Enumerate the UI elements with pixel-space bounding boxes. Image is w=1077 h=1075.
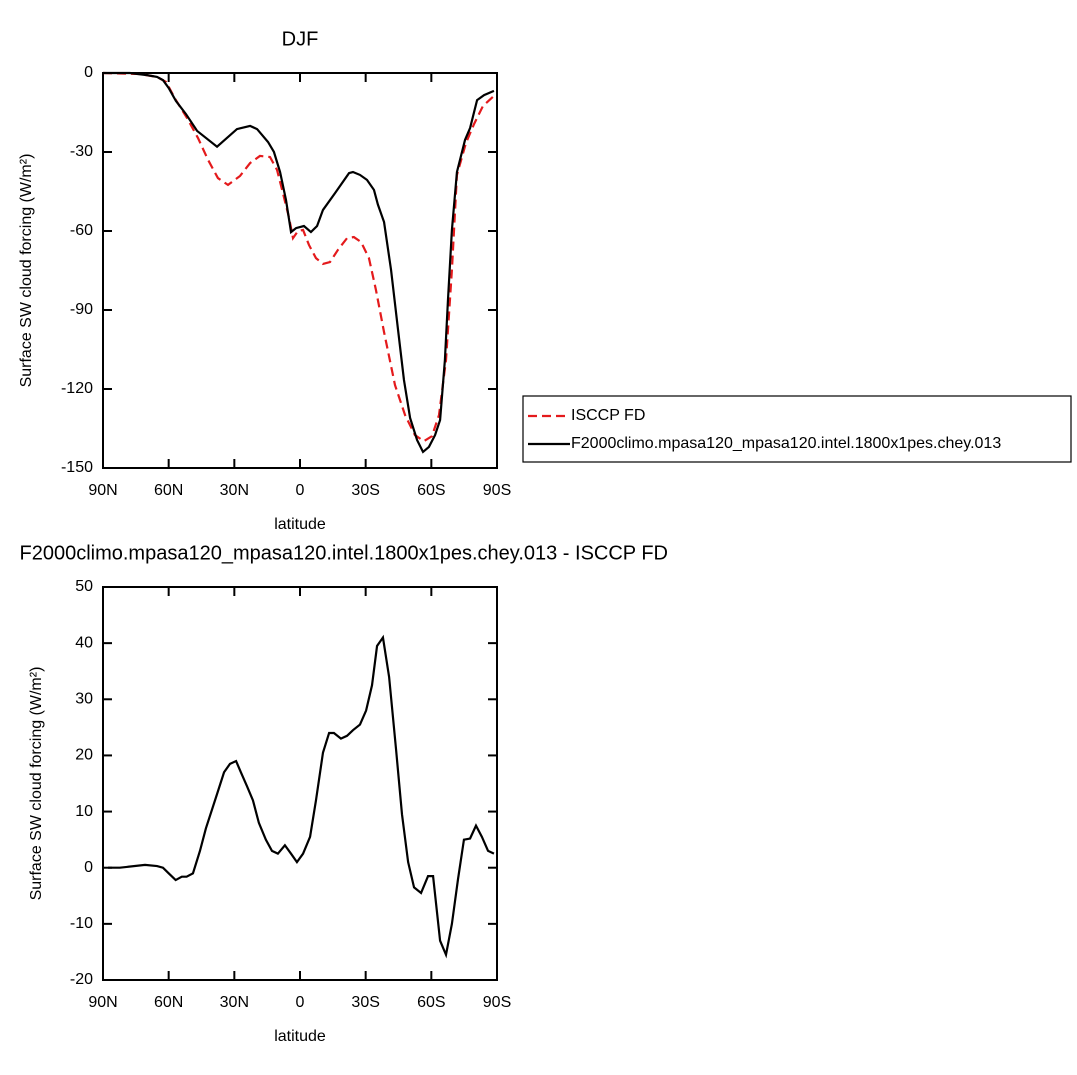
chart-title: DJF [282,28,319,50]
x-tick-label: 60S [417,994,445,1011]
x-tick-label: 90N [88,994,117,1011]
y-axis-label: Surface SW cloud forcing (W/m²) [18,154,35,388]
x-tick-label: 30N [220,482,249,499]
y-tick-label: -90 [70,301,93,318]
y-tick-label: -60 [70,222,93,239]
y-tick-label: -150 [61,459,93,476]
x-tick-label: 60N [154,994,183,1011]
y-tick-label: 0 [84,64,93,81]
y-tick-label: 50 [75,578,93,595]
chart-title: F2000climo.mpasa120_mpasa120.intel.1800x… [19,542,668,564]
x-tick-label: 30N [220,994,249,1011]
x-tick-label: 0 [296,482,305,499]
y-tick-label: -120 [61,380,93,397]
x-tick-label: 30S [351,482,379,499]
legend-box [522,395,1072,463]
data-line [103,71,495,454]
y-tick-label: -30 [70,143,93,160]
x-tick-label: 0 [296,994,305,1011]
x-axis-label: latitude [274,1028,326,1045]
y-tick-label: 40 [75,634,93,651]
y-tick-label: 20 [75,747,93,764]
x-tick-label: 60S [417,482,445,499]
y-tick-label: 30 [75,691,93,708]
y-tick-label: -10 [70,915,93,932]
x-tick-label: 90N [88,482,117,499]
data-line [108,634,495,959]
x-axis-label: latitude [274,516,326,533]
x-tick-label: 60N [154,482,183,499]
x-tick-label: 30S [351,994,379,1011]
y-axis-label: Surface SW cloud forcing (W/m²) [28,667,45,901]
y-tick-label: 0 [84,859,93,876]
plot-frame [102,72,498,469]
x-tick-label: 90S [483,994,511,1011]
legend-label: ISCCP FD [571,407,645,424]
x-tick-label: 90S [483,482,511,499]
legend-label: F2000climo.mpasa120_mpasa120.intel.1800x… [571,435,1001,452]
y-tick-label: 10 [75,803,93,820]
y-tick-label: -20 [70,971,93,988]
data-line [102,71,495,443]
